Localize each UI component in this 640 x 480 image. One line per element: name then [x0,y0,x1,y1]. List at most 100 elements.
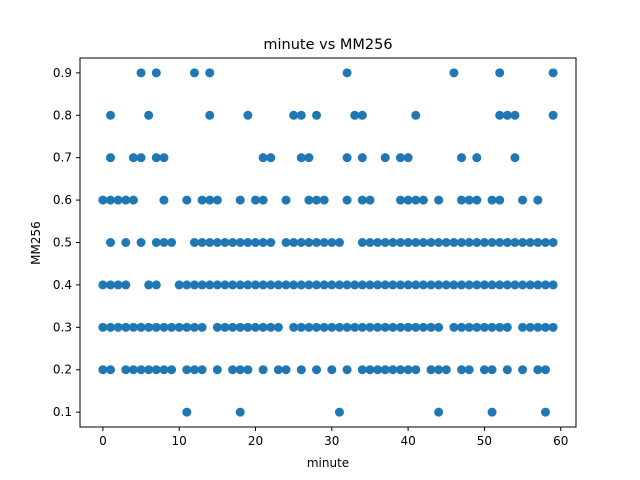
data-point [197,238,207,247]
data-points [98,68,558,417]
data-point [342,153,352,163]
data-point [243,110,253,120]
data-point [128,153,138,163]
x-axis-label: minute [307,456,349,470]
data-point [266,153,276,163]
data-point [212,322,222,332]
data-point [426,365,436,375]
data-point [174,280,184,290]
data-point [98,195,108,205]
data-point [434,322,444,332]
data-point [296,280,306,290]
data-point [365,195,375,205]
x-tick-label: 0 [99,434,107,448]
data-point [205,110,215,120]
data-point [151,153,161,163]
data-point [342,322,352,332]
data-point [388,322,398,332]
data-point [312,238,322,247]
data-point [312,322,322,332]
data-point [327,238,337,247]
data-point [136,238,146,247]
y-tick-label: 0.6 [53,193,72,207]
data-point [411,280,421,290]
data-point [418,238,428,247]
data-point [128,195,138,205]
data-point [426,280,436,290]
data-point [403,195,413,205]
data-point [128,365,138,375]
data-point [312,365,322,375]
data-point [319,238,329,247]
data-point [487,280,497,290]
y-tick-label: 0.7 [53,151,72,165]
data-point [418,280,428,290]
data-point [106,195,116,205]
x-tick-label: 60 [553,434,568,448]
data-point [235,322,245,332]
data-point [548,322,558,332]
data-point [197,280,207,290]
data-point [182,195,192,205]
data-point [189,322,199,332]
data-point [159,322,169,332]
data-point [296,153,306,163]
data-point [243,280,253,290]
data-point [350,322,360,332]
data-point [395,238,405,247]
data-point [144,365,154,375]
x-tick-label: 50 [477,434,492,448]
x-tick-label: 20 [248,434,263,448]
data-point [487,365,497,375]
data-point [144,322,154,332]
data-point [281,280,291,290]
data-point [457,238,467,247]
data-point [136,365,146,375]
data-point [258,195,268,205]
data-point [151,322,161,332]
data-point [258,365,268,375]
data-point [273,280,283,290]
data-point [235,238,245,247]
data-point [281,365,291,375]
data-point [251,238,261,247]
data-point [357,365,367,375]
data-point [189,365,199,375]
data-point [533,322,543,332]
data-point [106,280,116,290]
x-tick-label: 40 [400,434,415,448]
data-point [548,68,558,78]
data-point [228,322,238,332]
data-point [533,365,543,375]
data-point [441,238,451,247]
data-point [487,322,497,332]
data-point [205,195,215,205]
data-point [540,238,550,247]
x-tick-label: 10 [172,434,187,448]
data-point [205,68,215,78]
data-point [289,238,299,247]
data-point [228,238,238,247]
data-point [296,238,306,247]
data-point [464,322,474,332]
data-point [312,280,322,290]
data-point [121,280,131,290]
data-point [319,322,329,332]
y-tick-label: 0.3 [53,320,72,334]
data-point [312,195,322,205]
data-point [289,322,299,332]
data-point [373,365,383,375]
data-point [342,195,352,205]
data-point [357,322,367,332]
data-point [441,280,451,290]
data-point [449,68,459,78]
data-point [243,365,253,375]
data-point [434,365,444,375]
data-point [380,280,390,290]
data-point [289,280,299,290]
data-point [189,280,199,290]
data-point [495,280,505,290]
data-point [266,280,276,290]
data-point [189,238,199,247]
data-point [540,322,550,332]
